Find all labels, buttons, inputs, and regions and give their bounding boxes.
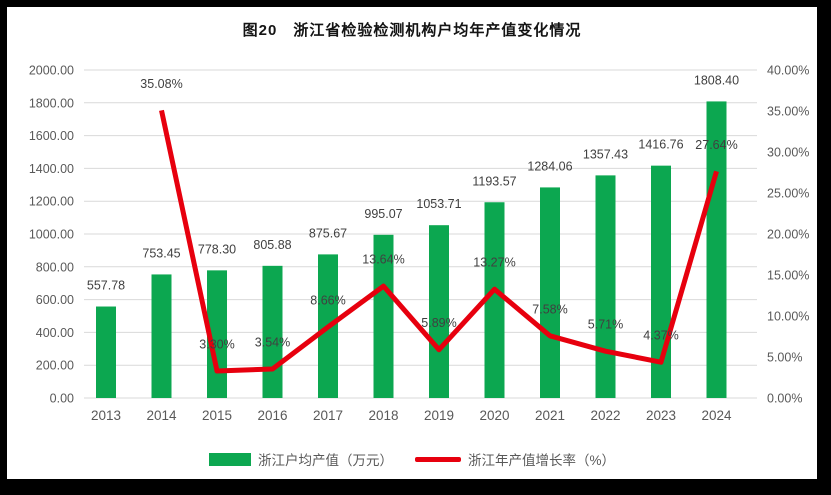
point-label: 13.64% — [362, 253, 404, 267]
y-axis-label-left: 1200.00 — [29, 195, 74, 209]
legend: 浙江户均产值（万元） 浙江年产值增长率（%） — [7, 449, 817, 469]
point-label: 8.66% — [310, 293, 345, 307]
bar-value-label: 1808.40 — [694, 73, 739, 87]
x-axis-label: 2024 — [701, 408, 732, 423]
y-axis-label-right: 30.00% — [767, 146, 809, 160]
bar-value-label: 1416.76 — [638, 138, 683, 152]
y-axis-label-left: 0.00 — [50, 392, 74, 406]
plot-area: 2000.00 1800.00 1600.00 1400.00 1200.00 1000.… — [29, 64, 810, 424]
x-axis-label: 2014 — [146, 408, 177, 423]
point-label: 4.37% — [643, 329, 678, 343]
y-axis-label-right: 25.00% — [767, 187, 809, 201]
y-axis-label-right: 0.00% — [767, 392, 802, 406]
growth-line — [159, 109, 719, 374]
y-axis-label-right: 15.00% — [767, 269, 809, 283]
chart-page: 2000.00 1800.00 1600.00 1400.00 1200.00 1000.… — [7, 7, 817, 479]
bar-value-label: 995.07 — [364, 207, 402, 221]
bar-value-label: 1053.71 — [416, 197, 461, 211]
x-axis-label: 2017 — [313, 408, 343, 423]
point-label: 3.54% — [255, 335, 290, 349]
y-axis-label-left: 1800.00 — [29, 96, 74, 110]
y-axis-label-right: 20.00% — [767, 228, 809, 242]
point-label: 3.30% — [199, 337, 234, 351]
bar-value-label: 1193.57 — [472, 174, 516, 188]
bar — [595, 175, 616, 398]
y-axis-label-left: 600.00 — [36, 293, 74, 307]
bar — [207, 270, 227, 398]
x-axis-label: 2015 — [202, 408, 232, 423]
bar — [151, 274, 172, 398]
y-axis-label-left: 2000.00 — [29, 64, 74, 78]
bar — [484, 202, 505, 398]
x-axis-label: 2022 — [590, 408, 620, 423]
y-axis-label-right: 10.00% — [767, 310, 809, 324]
y-axis-label-right: 40.00% — [767, 64, 809, 78]
chart-title: 图20 浙江省检验检测机构户均年产值变化情况 — [242, 22, 582, 39]
bar-value-label: 557.78 — [87, 279, 125, 293]
bar-value-label: 805.88 — [253, 238, 291, 252]
x-axis-label: 2019 — [424, 408, 454, 423]
legend-bar-swatch-icon — [208, 452, 251, 466]
bar-value-label: 1357.43 — [583, 147, 628, 161]
x-axis-label: 2021 — [535, 408, 565, 423]
x-axis-label: 2020 — [479, 408, 509, 423]
bar-value-label: 1284.06 — [527, 159, 572, 173]
bar — [429, 225, 449, 398]
y-axis-label-left: 1400.00 — [29, 162, 74, 176]
bar-value-label: 875.67 — [309, 226, 347, 240]
y-axis-label-left: 800.00 — [36, 260, 74, 274]
point-label: 13.27% — [473, 256, 515, 270]
bar — [373, 234, 394, 398]
y-axis-label-left: 1000.00 — [29, 228, 74, 242]
bar — [540, 187, 560, 398]
bar — [706, 101, 727, 399]
y-axis-label-right: 35.00% — [767, 105, 809, 119]
x-axis-label: 2016 — [257, 408, 287, 423]
y-axis-label-left: 400.00 — [36, 326, 74, 340]
point-label: 5.89% — [421, 316, 456, 330]
y-axis-label-left: 1600.00 — [29, 129, 74, 143]
x-axis-label: 2013 — [91, 408, 121, 423]
point-label: 5.71% — [588, 318, 623, 332]
point-label: 27.64% — [695, 138, 737, 152]
legend-line-swatch-icon — [414, 456, 461, 462]
point-label: 35.08% — [140, 77, 182, 91]
x-axis-label: 2018 — [368, 408, 398, 423]
bar-value-label: 778.30 — [198, 242, 236, 256]
y-axis-label-left: 200.00 — [36, 359, 74, 373]
legend-bar-label: 浙江户均产值（万元） — [257, 453, 393, 468]
x-axis-label: 2023 — [646, 408, 676, 423]
y-axis-label-right: 5.00% — [767, 351, 802, 365]
point-label: 7.58% — [532, 302, 567, 316]
bar-value-label: 753.45 — [142, 246, 180, 260]
legend-line-label: 浙江年产值增长率（%） — [467, 453, 615, 468]
bar — [96, 306, 116, 398]
bar — [262, 265, 283, 398]
